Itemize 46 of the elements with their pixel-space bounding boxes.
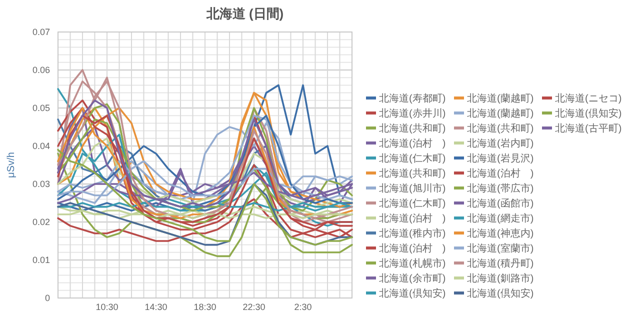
legend-label: 北海道(共和町) (379, 122, 446, 134)
legend-label: 北海道(寿都町) (379, 92, 446, 104)
legend-label: 北海道(函館市) (467, 198, 534, 210)
y-tick-label: 0 (44, 293, 50, 304)
legend-label: 北海道(稚内市) (379, 228, 446, 240)
y-axis-title: μSv/h (6, 152, 17, 178)
legend-label: 北海道(神恵内) (467, 228, 534, 240)
x-tick-label: 18:30 (194, 302, 216, 312)
legend-label: 北海道(室蘭市) (467, 242, 534, 254)
y-tick-label: 0.03 (32, 179, 50, 190)
x-tick-label: 10:30 (96, 302, 118, 312)
legend-label: 北海道(蘭越町) (467, 92, 534, 104)
legend-label: 北海道(積丹町) (467, 258, 534, 270)
chart-title: 北海道 (日間) (205, 6, 284, 21)
y-tick-label: 0.05 (32, 103, 50, 114)
legend-label: 北海道(ニセコ) (555, 92, 622, 104)
x-tick-label: 2:30 (294, 302, 312, 312)
legend-label: 北海道(岩見沢) (467, 152, 534, 164)
legend-label: 北海道(泊村 ) (379, 212, 446, 224)
y-tick-label: 0.04 (32, 141, 50, 152)
legend-label: 北海道(共和町) (379, 168, 446, 180)
y-tick-label: 0.01 (32, 255, 50, 266)
legend-label: 北海道(共和町) (467, 122, 534, 134)
legend-label: 北海道(赤井川) (379, 108, 446, 120)
legend-label: 北海道(泊村 ) (379, 138, 446, 150)
legend-label: 北海道(倶知安) (467, 288, 534, 300)
legend-label: 北海道(仁木町) (379, 198, 446, 210)
legend-label: 北海道(泊村 ) (467, 168, 534, 180)
x-tick-label: 22:30 (242, 302, 266, 312)
legend-label: 北海道(釧路市) (467, 272, 534, 284)
legend-label: 北海道(仁木町) (379, 152, 446, 164)
x-tick-label: 14:30 (144, 302, 168, 312)
y-tick-label: 0.07 (32, 27, 50, 38)
legend-label: 北海道(古平町) (555, 122, 622, 134)
y-tick-label: 0.06 (32, 65, 50, 76)
legend-label: 北海道(網走市) (467, 212, 534, 224)
legend-label: 北海道(札幌市) (379, 258, 446, 270)
legend-label: 北海道(旭川市) (379, 182, 446, 194)
y-tick-label: 0.02 (32, 217, 50, 228)
legend-label: 北海道(余市町) (379, 272, 446, 284)
legend-label: 北海道(倶知安) (555, 108, 622, 120)
legend-label: 北海道(岩内町) (467, 138, 534, 150)
legend-label: 北海道(蘭越町) (467, 108, 534, 120)
legend-label: 北海道(倶知安) (379, 288, 446, 300)
legend-label: 北海道(帯広市) (467, 182, 534, 194)
legend-label: 北海道(泊村 ) (379, 242, 446, 254)
